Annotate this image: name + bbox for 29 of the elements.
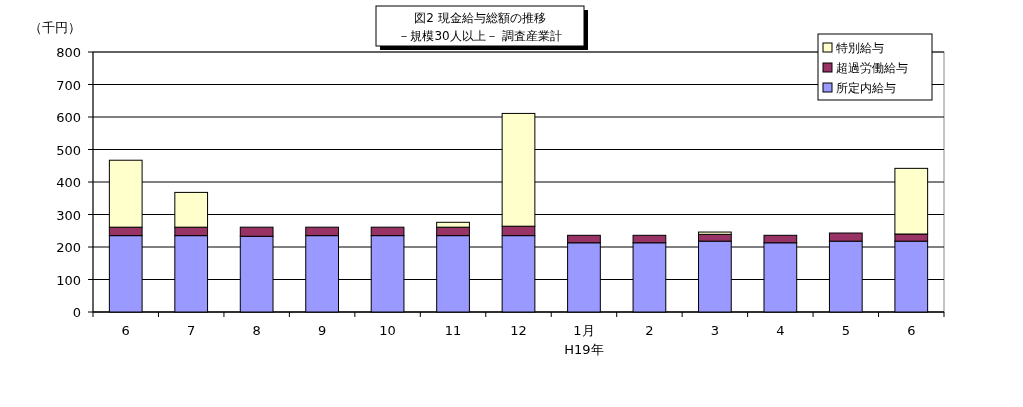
x-tick-label: 1月 [573,323,595,338]
x-tick-label: 6 [907,323,916,338]
x-tick-label: 9 [317,323,327,338]
y-tick-label: 400 [56,175,81,190]
chart-subtitle: －規模30人以上－ 調査産業計 [398,29,562,43]
legend-label: 特別給与 [836,41,884,55]
y-tick-label: 200 [56,240,81,255]
y-tick-label: 300 [56,207,81,223]
x-tick-label: 11 [444,323,462,338]
y-tick-label: 100 [56,272,81,288]
y-axis-title: （千円） [29,20,81,35]
x-tick-label: 5 [841,323,850,338]
x-tick-label: 2 [645,323,654,338]
x-tick-label: 4 [776,323,785,338]
x-tick-label: 3 [710,323,720,338]
x-tick-label: 6 [121,323,130,338]
x-tick-label: 12 [510,323,527,338]
legend-label: 超過労働給与 [836,61,908,75]
y-tick-label: 0 [72,305,81,320]
x-tick-label: 10 [379,323,396,338]
y-tick-label: 600 [56,110,81,125]
x-tick-label: 7 [187,323,196,338]
x-tick-label: 8 [252,323,261,338]
y-tick-label: 500 [56,142,81,158]
text: H19年 [564,342,604,357]
y-tick-label: 700 [56,77,81,93]
chart-title: 図2 現金給与総額の推移 [414,11,546,25]
y-tick-label: 800 [56,45,81,60]
legend-label: 所定内給与 [836,81,896,95]
